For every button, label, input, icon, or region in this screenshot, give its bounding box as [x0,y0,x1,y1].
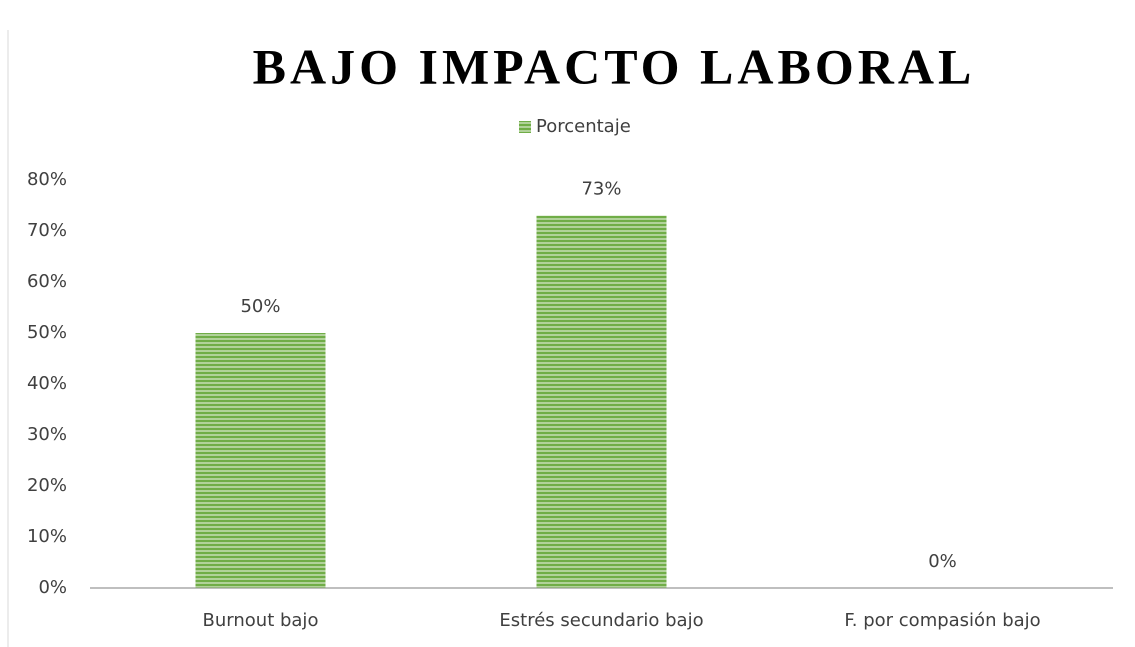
x-tick-label: F. por compasión bajo [844,610,1040,631]
legend-label: Porcentaje [536,116,631,137]
y-tick-label: 30% [27,424,67,445]
chart-title: BAJO IMPACTO LABORAL [253,38,976,94]
x-tick-label: Burnout bajo [203,610,319,631]
y-tick-label: 60% [27,271,67,292]
y-tick-label: 0% [38,577,67,598]
legend-swatch [519,121,531,133]
data-label: 0% [928,551,957,572]
y-tick-label: 50% [27,322,67,343]
bar [536,215,667,588]
y-tick-label: 10% [27,526,67,547]
y-tick-label: 20% [27,475,67,496]
x-tick-label: Estrés secundario bajo [499,610,703,631]
data-label: 50% [240,296,280,317]
y-tick-label: 70% [27,220,67,241]
y-tick-label: 80% [27,169,67,190]
bar [195,333,326,588]
y-tick-label: 40% [27,373,67,394]
data-label: 73% [581,179,621,200]
